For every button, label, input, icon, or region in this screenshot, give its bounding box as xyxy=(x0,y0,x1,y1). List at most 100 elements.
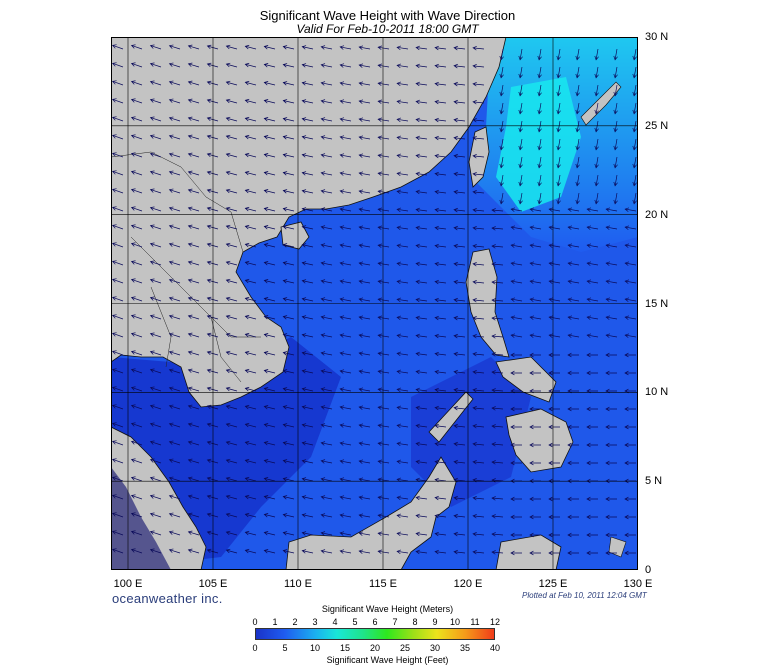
wave-arrow xyxy=(453,315,466,321)
legend-meter-tick: 1 xyxy=(272,617,278,627)
wave-arrow xyxy=(244,44,257,50)
wave-arrow xyxy=(301,351,314,356)
wave-arrow xyxy=(415,387,428,393)
wave-arrow xyxy=(518,48,523,61)
wave-arrow xyxy=(567,442,579,448)
wave-arrow xyxy=(632,84,637,97)
wave-arrow xyxy=(491,424,504,429)
wave-arrow xyxy=(187,152,200,158)
wave-arrow xyxy=(339,531,352,536)
wave-arrow xyxy=(624,442,636,448)
wave-arrow xyxy=(510,352,522,358)
wave-arrow xyxy=(567,315,580,320)
wave-arrow xyxy=(111,440,124,446)
wave-arrow xyxy=(396,423,409,429)
wave-arrow xyxy=(613,156,618,169)
wave-arrow xyxy=(510,532,522,538)
wave-arrow xyxy=(301,153,314,158)
wave-arrow xyxy=(244,350,257,356)
wave-arrow xyxy=(567,333,580,338)
wave-arrow xyxy=(518,102,523,115)
wave-arrow xyxy=(434,279,447,285)
wave-arrow xyxy=(320,369,333,374)
wave-arrow xyxy=(567,424,579,430)
wave-arrow xyxy=(453,549,466,555)
wave-arrow xyxy=(632,138,637,151)
wave-arrow xyxy=(168,386,181,392)
wave-arrow xyxy=(624,243,637,248)
wave-arrow xyxy=(396,351,409,357)
legend-feet-tick: 5 xyxy=(282,643,288,653)
wave-arrow xyxy=(613,120,618,133)
wave-arrow xyxy=(396,513,409,519)
wave-arrow xyxy=(168,422,181,428)
wave-arrow xyxy=(244,458,257,464)
wave-arrow xyxy=(244,206,257,212)
wave-arrow xyxy=(575,174,580,187)
wave-arrow xyxy=(434,423,447,429)
wave-arrow xyxy=(263,45,276,50)
wave-arrow xyxy=(244,296,257,302)
wave-arrow xyxy=(301,423,314,428)
wave-arrow xyxy=(605,406,617,412)
wave-arrow xyxy=(510,496,522,502)
wave-arrow xyxy=(111,548,124,554)
wave-arrow xyxy=(358,189,371,194)
wave-arrow xyxy=(453,405,466,411)
wave-arrow xyxy=(149,512,162,518)
wave-arrow xyxy=(320,243,333,248)
wave-arrow xyxy=(510,370,522,376)
wave-arrow xyxy=(320,495,333,500)
wave-arrow xyxy=(320,297,333,302)
wave-arrow xyxy=(548,424,560,430)
wave-arrow xyxy=(263,387,276,392)
wave-arrow xyxy=(320,171,333,176)
wave-arrow xyxy=(149,404,162,410)
wave-arrow xyxy=(491,532,504,537)
wave-arrow xyxy=(130,134,143,140)
wave-arrow xyxy=(499,174,504,187)
wave-arrow xyxy=(396,549,409,555)
wave-arrow xyxy=(339,99,352,104)
wave-arrow xyxy=(518,120,523,133)
wave-arrow xyxy=(168,188,181,194)
wave-arrow xyxy=(556,120,561,133)
wave-arrow xyxy=(453,225,466,231)
wave-arrow xyxy=(263,207,276,212)
wave-arrow xyxy=(377,99,390,104)
wave-arrow xyxy=(499,120,504,133)
wave-arrow xyxy=(187,476,200,482)
wave-arrow xyxy=(594,138,599,151)
wave-arrow xyxy=(225,296,238,302)
wave-arrow xyxy=(168,530,181,536)
wave-arrow xyxy=(301,243,314,248)
wave-arrow xyxy=(396,63,409,69)
wave-arrow xyxy=(282,477,295,482)
wave-arrow xyxy=(111,134,124,140)
wave-arrow xyxy=(529,424,541,430)
wave-arrow xyxy=(472,550,485,555)
wave-arrow xyxy=(187,440,200,446)
wave-arrow xyxy=(225,494,238,500)
wave-arrow xyxy=(244,548,257,554)
wave-arrow xyxy=(510,279,523,284)
wave-arrow xyxy=(301,63,314,68)
wave-arrow xyxy=(339,153,352,158)
wave-arrow xyxy=(453,153,466,159)
wave-arrow xyxy=(111,224,124,230)
wave-arrow xyxy=(529,279,542,284)
longitude-label: 130 E xyxy=(623,578,653,590)
wave-arrow xyxy=(263,279,276,284)
wave-arrow xyxy=(415,333,428,339)
longitude-label: 115 E xyxy=(369,578,397,590)
wave-arrow xyxy=(225,368,238,374)
wave-arrow xyxy=(453,117,466,123)
wave-arrow xyxy=(453,99,466,105)
wave-arrow xyxy=(111,296,124,302)
wave-arrow xyxy=(339,369,352,374)
wave-arrow xyxy=(282,45,295,50)
wave-arrow xyxy=(605,297,618,302)
wave-arrow xyxy=(537,156,542,169)
wave-arrow xyxy=(453,189,466,195)
wave-arrow xyxy=(567,261,580,266)
